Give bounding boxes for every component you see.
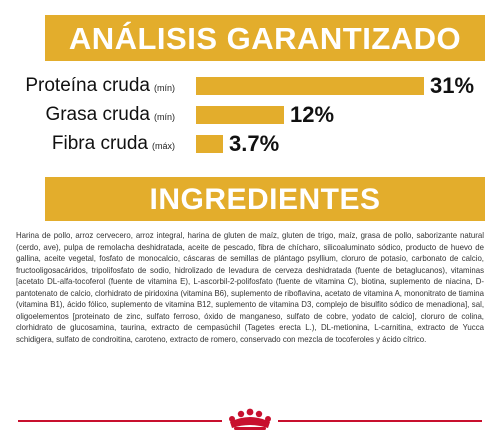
fiber-label: Fibra cruda (máx) bbox=[52, 129, 175, 161]
fiber-label-text: Fibra cruda bbox=[51, 133, 148, 154]
ingredients-banner: INGREDIENTES bbox=[45, 177, 485, 221]
fiber-bar bbox=[196, 135, 223, 153]
protein-row: Proteína cruda (mín) 31% bbox=[0, 71, 500, 101]
protein-qualifier: (mín) bbox=[154, 83, 175, 93]
fiber-qualifier: (máx) bbox=[152, 141, 175, 151]
fat-bar bbox=[196, 106, 284, 124]
protein-value: 31% bbox=[430, 73, 475, 98]
fat-value: 12% bbox=[290, 102, 335, 127]
protein-label: Proteína cruda (mín) bbox=[25, 71, 175, 103]
ingredients-title: INGREDIENTES bbox=[149, 183, 381, 216]
protein-bar bbox=[196, 77, 424, 95]
crown-svg bbox=[229, 408, 271, 430]
analysis-title: ANÁLISIS GARANTIZADO bbox=[68, 21, 462, 56]
fat-label-text: Grasa cruda bbox=[45, 104, 150, 125]
ingredients-text: Harina de pollo, arroz cervecero, arroz … bbox=[16, 231, 484, 344]
analysis-banner: ANÁLISIS GARANTIZADO bbox=[45, 15, 485, 61]
fiber-value: 3.7% bbox=[229, 131, 280, 156]
protein-label-text: Proteína cruda bbox=[25, 75, 150, 96]
fiber-row: Fibra cruda (máx) 3.7% bbox=[0, 129, 500, 159]
royal-canin-crown-icon bbox=[222, 404, 278, 434]
fat-row: Grasa cruda (mín) 12% bbox=[0, 100, 500, 130]
fat-qualifier: (mín) bbox=[154, 112, 175, 122]
fat-label: Grasa cruda (mín) bbox=[45, 100, 175, 132]
